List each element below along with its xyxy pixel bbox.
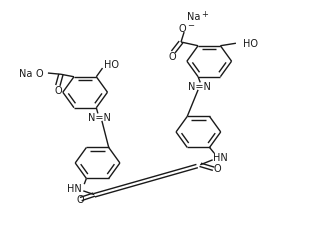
Text: O: O <box>213 163 221 173</box>
Text: O: O <box>169 52 177 62</box>
Text: O: O <box>36 68 43 78</box>
Text: Na: Na <box>19 68 33 78</box>
Text: HO: HO <box>104 59 119 69</box>
Text: Na: Na <box>187 12 200 22</box>
Text: N=N: N=N <box>88 113 111 123</box>
Text: O: O <box>54 86 62 96</box>
Text: +: + <box>201 10 208 19</box>
Text: O: O <box>179 24 186 34</box>
Text: O: O <box>77 194 85 204</box>
Text: N=N: N=N <box>188 82 211 92</box>
Text: HO: HO <box>243 39 258 49</box>
Text: HN: HN <box>67 183 82 193</box>
Text: HN: HN <box>213 152 228 162</box>
Text: −: − <box>187 22 194 30</box>
